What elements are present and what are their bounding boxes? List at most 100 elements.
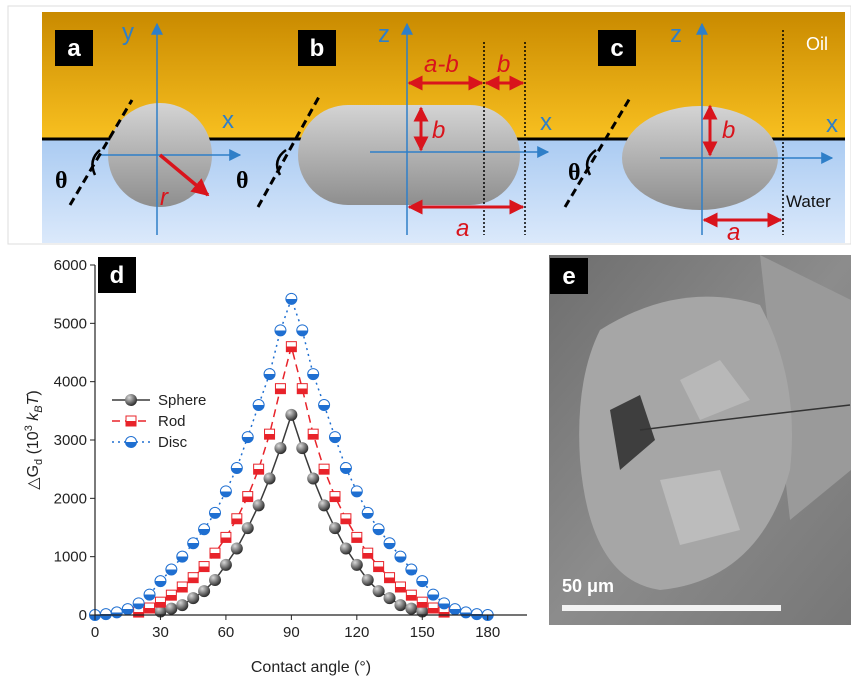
disc-marker xyxy=(459,606,472,619)
phase-label: Oil xyxy=(806,34,828,54)
series-line xyxy=(138,343,445,613)
disc-marker xyxy=(339,462,352,474)
angle-label: θ xyxy=(236,168,249,194)
rod-marker xyxy=(362,547,374,559)
disc-marker xyxy=(219,485,232,498)
angle-label: θ xyxy=(568,160,581,186)
sphere-marker xyxy=(263,472,276,485)
sphere-marker xyxy=(165,602,178,615)
y-label-part: (10 xyxy=(25,431,42,459)
rod-marker xyxy=(373,561,385,573)
sphere-marker xyxy=(329,522,341,535)
dim-label: r xyxy=(160,184,169,211)
disc-marker xyxy=(110,606,123,619)
chart: 0 30 60 90 120 150 180 0 1000 2000 3000 4000 5000 600… xyxy=(54,257,527,641)
disc-marker xyxy=(274,324,287,337)
dim-label: a xyxy=(727,219,740,246)
disc-marker xyxy=(350,485,363,498)
x-tick-label: 150 xyxy=(410,624,435,641)
panel-label-box xyxy=(598,30,636,66)
diagram-frame xyxy=(7,5,851,245)
sphere-marker xyxy=(274,442,287,455)
sphere-marker xyxy=(125,394,137,406)
axis-label: z xyxy=(670,21,682,48)
legend-label: Rod xyxy=(158,413,186,430)
disc-marker xyxy=(383,537,396,550)
rod-marker xyxy=(144,602,156,614)
y-label-part: B xyxy=(33,405,45,412)
rod-marker xyxy=(416,596,428,608)
sphere-marker xyxy=(285,408,298,421)
disc-marker xyxy=(121,603,134,616)
disc-marker xyxy=(187,537,200,550)
sphere-marker xyxy=(296,442,309,455)
disc-marker xyxy=(176,550,189,563)
dim-label: b xyxy=(432,117,445,144)
dim-label: a xyxy=(456,215,469,242)
rod-marker xyxy=(253,463,265,475)
series-line xyxy=(160,412,423,613)
angle-arc xyxy=(91,149,101,176)
y-axis-label: △Gd (103 kBT) xyxy=(23,390,45,489)
sphere-marker xyxy=(187,592,200,605)
angle-label: θ xyxy=(55,168,68,194)
sphere-marker xyxy=(339,542,352,555)
rod-marker xyxy=(198,561,210,573)
panel-label-box xyxy=(298,30,336,66)
axis-label: z xyxy=(378,21,390,48)
rod-marker xyxy=(242,491,254,503)
disc-marker xyxy=(99,608,112,621)
sphere-marker xyxy=(405,602,418,615)
panel-label-box xyxy=(98,257,136,293)
panel-label: c xyxy=(610,35,623,62)
sem-crack xyxy=(639,404,851,431)
disc-marker xyxy=(372,523,385,536)
x-tick-label: 90 xyxy=(283,624,300,641)
legend-label: Sphere xyxy=(158,392,206,409)
legend-label: Disc xyxy=(158,434,188,451)
y-tick-label: 5000 xyxy=(54,315,87,332)
disc-marker xyxy=(361,506,374,519)
disc-marker xyxy=(125,436,137,448)
sphere-marker xyxy=(252,499,265,512)
diagram: y x θ r θ z a-b b b x a z θ b x a Oil Wa… xyxy=(7,5,851,246)
rod-marker xyxy=(405,589,417,601)
y-label-part: ) xyxy=(25,390,42,395)
sphere-marker xyxy=(350,558,363,571)
rod-marker xyxy=(231,513,243,525)
disc-marker xyxy=(438,597,451,610)
sphere-marker xyxy=(198,585,211,598)
disc-marker xyxy=(329,431,341,444)
sem-particle xyxy=(579,296,792,590)
disc-marker xyxy=(405,563,418,576)
contact-line xyxy=(563,97,632,208)
panel-label-box xyxy=(55,30,93,66)
sphere-marker xyxy=(361,574,374,586)
disc-marker xyxy=(427,588,440,601)
rod-marker xyxy=(187,572,199,584)
panel-label: b xyxy=(310,35,325,62)
y-label-part: d xyxy=(33,459,45,465)
rod-marker xyxy=(307,428,319,440)
y-tick-label: 0 xyxy=(79,607,87,624)
disc-marker xyxy=(416,575,429,588)
dim-label: a-b xyxy=(424,51,459,78)
panel-labels: a b c d e xyxy=(55,30,636,294)
angle-arc xyxy=(275,148,287,176)
sphere-marker xyxy=(241,522,254,535)
rod-marker xyxy=(318,463,330,475)
sem-crystal xyxy=(660,470,740,545)
scale-bar-label: 50 μm xyxy=(562,576,614,596)
disc-marker xyxy=(307,368,320,381)
disc-marker xyxy=(263,368,276,381)
rod-marker xyxy=(351,531,363,543)
x-tick-label: 0 xyxy=(91,624,99,641)
sphere-marker xyxy=(318,499,331,512)
rod-marker xyxy=(154,596,166,608)
y-tick-label: 4000 xyxy=(54,374,87,391)
y-tick-label: 6000 xyxy=(54,257,87,274)
sphere-marker xyxy=(307,472,320,485)
disc-marker xyxy=(394,550,407,563)
panel-label: d xyxy=(110,262,125,289)
y-label-part: T xyxy=(25,394,42,405)
